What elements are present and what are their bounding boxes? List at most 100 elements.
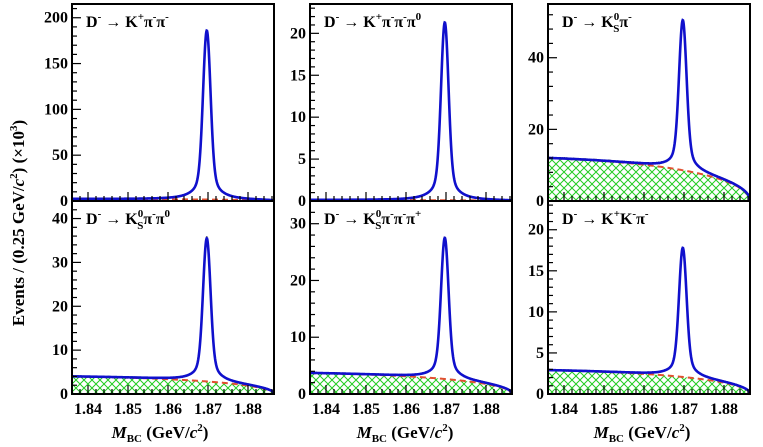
data-points	[310, 236, 512, 394]
decay-text: → K	[101, 14, 138, 31]
decay-sup: 0	[614, 11, 620, 23]
decay-text: → K	[339, 14, 376, 31]
x-label-sub: BC	[609, 433, 624, 445]
x-label-units-open: (GeV/	[387, 423, 435, 442]
plot-area	[72, 28, 274, 201]
decay-text: π	[636, 211, 645, 228]
decay-text: D	[324, 14, 336, 31]
y-tick-label: 10	[290, 329, 306, 346]
decay-sup: +	[415, 208, 421, 220]
decay-text: → K	[577, 211, 614, 228]
x-tick-label: 1.87	[432, 401, 460, 418]
y-axis-label-end: )	[9, 120, 28, 126]
y-tick-label: 30	[290, 216, 306, 233]
decay-sup: -	[98, 11, 102, 23]
x-ticks: 1.84 1.85 1.86 1.87 1.88	[309, 385, 511, 418]
data-points	[72, 31, 274, 201]
x-label-sq: 2	[197, 422, 203, 434]
decay-sup: -	[152, 208, 156, 220]
x-tick-label: 1.87	[670, 401, 698, 418]
decay-sup: 0	[376, 208, 382, 220]
panel-frame	[309, 3, 513, 202]
y-axis-label: Events / (0.25 GeV/c2) (×103)	[8, 120, 28, 326]
x-axis-label-col2: MBC (GeV/c2)	[356, 422, 454, 445]
decay-text: K	[620, 211, 633, 228]
decay-sub: S	[137, 220, 143, 232]
x-tick-label: 1.88	[472, 401, 500, 418]
decay-sup: -	[628, 11, 632, 23]
decay-sup: 0	[165, 208, 171, 220]
plot-area	[310, 20, 512, 201]
decay-text: π	[156, 14, 165, 31]
x-label-sub: BC	[127, 433, 142, 445]
y-ticks: 0 10 20 30	[290, 200, 319, 403]
y-tick-label: 50	[52, 147, 68, 164]
decay-sup: -	[390, 208, 394, 220]
decay-text: π	[156, 211, 165, 228]
decay-sup: -	[632, 208, 636, 220]
x-tick-label: 1.88	[234, 401, 262, 418]
decay-mode-label: D- → K0 Sπ-π-π+	[324, 208, 421, 232]
background-area	[548, 370, 750, 394]
x-ticks: 1.84 1.85 1.86 1.87 1.88	[71, 385, 273, 418]
decay-text: π	[619, 14, 628, 31]
decay-text: π	[407, 14, 416, 31]
y-tick-label: 0	[60, 193, 68, 210]
decay-sup: +	[614, 208, 620, 220]
decay-mode-label: D- → K0 Sπ-π0	[86, 208, 171, 232]
fit-curve	[548, 18, 750, 201]
x-label-c: c	[672, 423, 680, 442]
decay-sup: -	[403, 11, 407, 23]
decay-text: → K	[339, 211, 376, 228]
y-axis-label-mid: ) (×10	[9, 131, 28, 173]
decay-sub: S	[375, 220, 381, 232]
y-tick-label: 100	[44, 101, 68, 118]
decay-text: D	[562, 14, 574, 31]
decay-text: D	[86, 211, 98, 228]
x-tick-label: 1.88	[710, 401, 738, 418]
y-tick-label: 40	[528, 50, 544, 67]
y-tick-label: 0	[298, 193, 306, 210]
decay-sup: -	[165, 11, 169, 23]
decay-sup: 0	[138, 208, 144, 220]
decay-text: π	[406, 211, 415, 228]
y-tick-label: 0	[536, 386, 544, 403]
y-tick-label: 150	[44, 56, 68, 73]
y-tick-label: 20	[52, 298, 68, 315]
plot-area	[310, 236, 512, 394]
panel-frame	[71, 3, 275, 202]
decay-text: D	[86, 14, 98, 31]
x-tick-label: 1.84	[74, 401, 102, 418]
x-ticks: 1.84 1.85 1.86 1.87 1.88	[547, 385, 749, 418]
x-label-c: c	[190, 423, 198, 442]
y-tick-label: 5	[298, 151, 306, 168]
decay-sup: +	[138, 11, 144, 23]
y-ticks: 0 50 100 150 200	[44, 7, 81, 210]
x-label-units-close: )	[685, 423, 691, 442]
x-tick-label: 1.85	[590, 401, 618, 418]
data-points	[310, 21, 512, 201]
decay-text: π	[382, 14, 391, 31]
x-label-m: M	[111, 423, 128, 442]
fit-curve	[310, 20, 512, 201]
y-tick-label: 10	[290, 109, 306, 126]
y-axis-label-c: c	[9, 178, 28, 186]
y-axis-label-prefix: Events / (0.25 GeV/	[9, 186, 28, 326]
x-label-m: M	[593, 423, 610, 442]
x-label-sub: BC	[372, 433, 387, 445]
y-ticks: 0 5 10 15 20	[290, 7, 319, 210]
x-tick-label: 1.86	[630, 401, 658, 418]
fit-curve	[72, 236, 274, 394]
x-label-units-open: (GeV/	[142, 423, 190, 442]
decay-sub: S	[613, 23, 619, 35]
y-tick-label: 20	[528, 222, 544, 239]
decay-text: → K	[101, 211, 138, 228]
decay-mode-label: D- → K0 Sπ-	[562, 11, 632, 35]
decay-mode-label: D- → K+π-π-	[86, 11, 169, 31]
y-tick-label: 0	[298, 386, 306, 403]
x-label-units-close: )	[448, 423, 454, 442]
